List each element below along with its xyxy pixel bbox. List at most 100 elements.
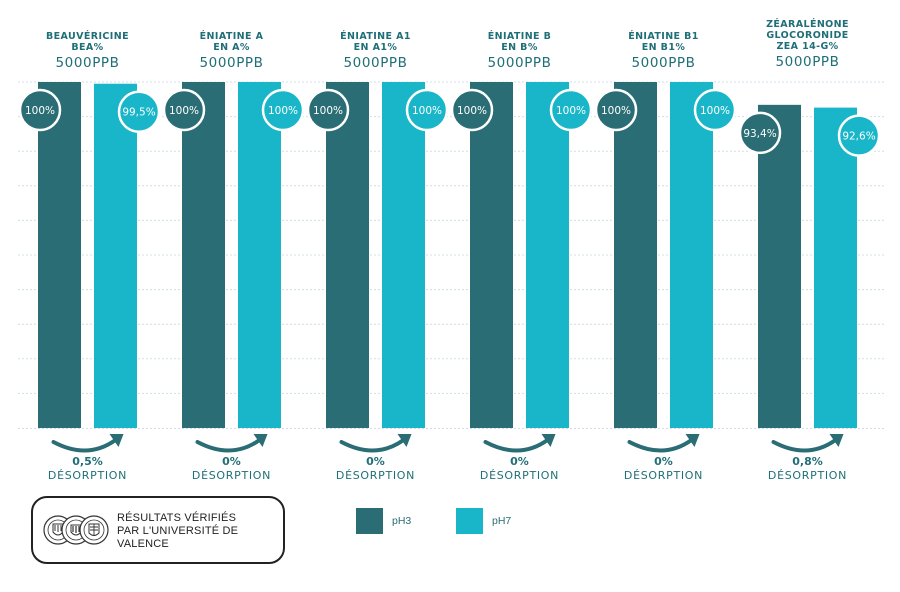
desorption-block: 0,5% DÉSORPTION: [28, 455, 148, 483]
desorption-block: 0% DÉSORPTION: [604, 455, 724, 483]
bar-ph3-2: [182, 82, 225, 428]
desorption-arrowhead: [541, 434, 556, 447]
desorption-arrow: [195, 438, 262, 453]
bar-ph3-5: [614, 82, 657, 428]
category-concentration: 5000PPB: [775, 54, 840, 70]
bar-ph3-1: [38, 82, 81, 428]
value-label: 92,6%: [842, 131, 875, 143]
value-bubble: [693, 88, 737, 132]
value-bubble: [405, 88, 449, 132]
badge-line-2: PAR L'UNIVERSITÉ DE: [117, 525, 239, 537]
value-label: 100%: [412, 105, 442, 117]
bar-ph7-2: [238, 82, 281, 428]
badge-line-1: RÉSULTATS VÉRIFIÉS: [117, 512, 237, 524]
grid-lines: [18, 81, 884, 429]
desorption-arrowhead: [253, 434, 268, 447]
category-concentration: 5000PPB: [631, 55, 696, 71]
category-header: ZÉARALÉNONE GLOCORONIDE ZEA 14-G% 5000PPB: [743, 19, 873, 71]
badge-line-3: VALENCE: [117, 538, 169, 550]
value-bubble: [306, 88, 350, 132]
category-concentration: 5000PPB: [199, 55, 264, 71]
desorption-arrowhead: [829, 434, 844, 447]
category-header: ÉNIATINE B EN B% 5000PPB: [455, 31, 585, 72]
desorption-block: 0% DÉSORPTION: [172, 455, 292, 483]
value-bubble: [738, 111, 782, 155]
desorption-arrow: [51, 438, 118, 453]
verification-badge: RÉSULTATS VÉRIFIÉS PAR L'UNIVERSITÉ DE V…: [31, 496, 285, 564]
badge-text: RÉSULTATS VÉRIFIÉS PAR L'UNIVERSITÉ DE V…: [117, 512, 282, 551]
bar-ph3-6: [758, 104, 801, 428]
category-concentration: 5000PPB: [343, 55, 408, 71]
desorption-value: 0,5%: [72, 455, 103, 468]
value-bubble: [117, 90, 161, 133]
legend-swatch-ph3: [356, 508, 383, 534]
value-bubble: [450, 88, 494, 132]
category-name: ÉNIATINE B: [487, 31, 552, 42]
category-name: BEAUVÉRICINE: [46, 31, 129, 42]
category-code: EN A%: [213, 42, 250, 53]
value-label: 100%: [169, 105, 199, 117]
desorption-arrowhead: [685, 434, 700, 447]
value-bubble: [261, 88, 305, 132]
category-name: ÉNIATINE A1: [340, 31, 411, 42]
desorption-arrows: [51, 434, 844, 453]
value-label: 100%: [25, 105, 55, 117]
category-name: ÉNIATINE B1: [628, 31, 699, 42]
desorption-value: 0,8%: [792, 455, 823, 468]
desorption-arrow: [339, 438, 406, 453]
value-bubble: [594, 88, 638, 132]
bars: [38, 82, 857, 428]
bar-ph7-5: [670, 82, 713, 428]
value-label: 100%: [601, 105, 631, 117]
value-label: 99,5%: [122, 107, 155, 119]
value-bubble: [18, 88, 62, 132]
bar-ph7-3: [382, 82, 425, 428]
desorption-arrow: [627, 438, 694, 453]
category-code: EN B%: [501, 42, 538, 53]
value-label: 100%: [556, 105, 586, 117]
legend-label-ph3: pH3: [392, 515, 412, 527]
category-header: BEAUVÉRICINE BEA% 5000PPB: [23, 31, 153, 72]
value-label: 93,4%: [743, 128, 776, 140]
category-code: ZEA 14-G%: [776, 41, 839, 52]
legend-label-ph7: pH7: [492, 515, 512, 527]
category-concentration: 5000PPB: [55, 55, 120, 71]
category-header: ÉNIATINE A1 EN A1% 5000PPB: [311, 31, 441, 72]
bar-ph3-3: [326, 82, 369, 428]
bar-ph7-1: [94, 83, 137, 428]
desorption-value: 0%: [654, 455, 673, 468]
category-concentration: 5000PPB: [487, 55, 552, 71]
value-labels: 100% 99,5% 100% 100% 100% 100% 100% 100% 100% 100…: [18, 88, 881, 157]
bar-ph7-6: [814, 107, 857, 428]
desorption-block: 0,8% DÉSORPTION: [748, 455, 868, 483]
desorption-label: DÉSORPTION: [47, 469, 128, 482]
desorption-block: 0% DÉSORPTION: [316, 455, 436, 483]
desorption-value: 0%: [222, 455, 241, 468]
category-code: BEA%: [71, 42, 104, 53]
desorption-arrow: [771, 438, 838, 453]
desorption-label: DÉSORPTION: [191, 469, 272, 482]
value-label: 100%: [268, 105, 298, 117]
university-seal-icon: [43, 515, 109, 545]
category-code: EN B1%: [641, 42, 686, 53]
desorption-arrow: [483, 438, 550, 453]
desorption-block: 0% DÉSORPTION: [460, 455, 580, 483]
desorption-value: 0%: [366, 455, 385, 468]
value-label: 100%: [457, 105, 487, 117]
desorption-label: DÉSORPTION: [767, 469, 848, 482]
value-bubble: [837, 114, 881, 157]
category-name: ÉNIATINE A: [199, 31, 264, 42]
desorption-label: DÉSORPTION: [335, 469, 416, 482]
category-header: ÉNIATINE A EN A% 5000PPB: [167, 31, 297, 72]
value-label: 100%: [313, 105, 343, 117]
bar-ph3-4: [470, 82, 513, 428]
category-code: EN A1%: [353, 42, 398, 53]
desorption-label: DÉSORPTION: [479, 469, 560, 482]
value-bubble: [162, 88, 206, 132]
desorption-value: 0%: [510, 455, 529, 468]
category-header: ÉNIATINE B1 EN B1% 5000PPB: [599, 31, 729, 72]
legend-swatch-ph7: [456, 508, 483, 534]
desorption-label: DÉSORPTION: [623, 469, 704, 482]
desorption-arrowhead: [397, 434, 412, 447]
